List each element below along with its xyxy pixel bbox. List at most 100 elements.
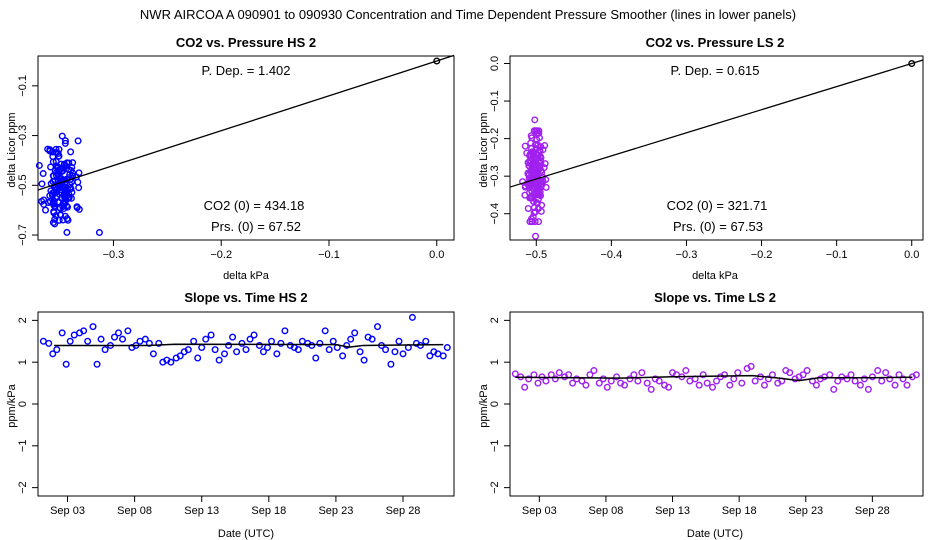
y-tick-label: −2 xyxy=(489,481,501,494)
y-tick-label: 1 xyxy=(489,359,501,365)
data-point xyxy=(536,147,544,155)
data-point xyxy=(52,212,60,220)
data-point xyxy=(61,137,69,145)
x-tick-label: −0.1 xyxy=(318,249,340,261)
data-point xyxy=(886,375,894,383)
data-point xyxy=(443,344,451,352)
data-point xyxy=(308,341,316,349)
data-point xyxy=(524,169,532,177)
data-point xyxy=(726,381,734,389)
data-point xyxy=(75,184,83,192)
data-point xyxy=(391,348,399,356)
data-point xyxy=(250,331,258,339)
data-point xyxy=(523,149,531,157)
x-tick-label: Sep 13 xyxy=(655,505,690,517)
data-point xyxy=(52,189,60,197)
data-point xyxy=(55,152,63,160)
data-point xyxy=(541,160,549,168)
data-point xyxy=(229,333,237,341)
prs-zero-annotation: Prs. (0) = 67.52 xyxy=(211,219,301,234)
data-point xyxy=(682,367,690,375)
y-tick-label: 1 xyxy=(17,359,29,365)
data-point xyxy=(176,352,184,360)
data-point xyxy=(75,205,83,213)
y-axis-label: ppm/kPa xyxy=(478,383,490,427)
data-point xyxy=(84,337,92,345)
x-axis-label: delta kPa xyxy=(223,270,270,282)
data-point xyxy=(356,348,364,356)
origin-point xyxy=(908,60,916,68)
data-point xyxy=(799,371,807,379)
y-tick-label: 2 xyxy=(17,317,29,323)
data-point xyxy=(541,141,549,149)
y-tick-label: −0.3 xyxy=(489,165,501,187)
data-point xyxy=(534,379,542,387)
x-tick-label: 0.0 xyxy=(904,249,919,261)
data-point xyxy=(747,362,755,370)
data-point xyxy=(511,370,519,378)
data-point xyxy=(530,198,538,206)
panel-hs-slope: Slope vs. Time HS 2 Date (UTC) ppm/kPa S… xyxy=(6,290,455,540)
data-point xyxy=(534,205,542,213)
data-point xyxy=(903,381,911,389)
data-point xyxy=(738,379,746,387)
data-point xyxy=(267,337,275,345)
data-point xyxy=(843,375,851,383)
data-point xyxy=(321,327,329,335)
data-point xyxy=(277,339,285,347)
data-point xyxy=(59,203,67,211)
co2-zero-annotation: CO2 (0) = 321.71 xyxy=(667,198,768,213)
data-point xyxy=(155,339,163,347)
y-tick-label: −0.4 xyxy=(489,203,501,225)
data-point xyxy=(899,375,907,383)
data-point xyxy=(66,337,74,345)
x-tick-label: −0.3 xyxy=(103,249,125,261)
data-point xyxy=(426,352,434,360)
panel-ls-slope: Slope vs. Time LS 2 Date (UTC) ppm/kPa S… xyxy=(478,290,924,540)
x-tick-label: 0.0 xyxy=(429,249,444,261)
y-tick-label: −0.1 xyxy=(489,90,501,112)
data-point xyxy=(52,171,60,179)
data-point xyxy=(38,180,46,188)
data-point xyxy=(51,215,59,223)
panel-ls-pressure: CO2 vs. Pressure LS 2 delta kPa delta Li… xyxy=(478,35,924,282)
data-point xyxy=(65,193,73,201)
data-point xyxy=(599,375,607,383)
data-point xyxy=(874,367,882,375)
data-point xyxy=(53,346,61,354)
data-point xyxy=(59,184,67,192)
x-tick-label: −0.5 xyxy=(525,249,547,261)
fit-line xyxy=(509,59,924,188)
data-point xyxy=(58,329,66,337)
prs-zero-annotation: Prs. (0) = 67.53 xyxy=(673,219,763,234)
data-point xyxy=(590,367,598,375)
x-tick-label: Sep 28 xyxy=(855,505,890,517)
x-axis-label: delta kPa xyxy=(692,270,739,282)
data-point xyxy=(141,335,149,343)
data-point xyxy=(868,373,876,381)
data-point xyxy=(524,205,532,213)
data-point xyxy=(665,383,673,391)
data-point xyxy=(856,381,864,389)
x-tick-label: Sep 23 xyxy=(788,505,823,517)
data-point xyxy=(864,385,872,393)
data-point xyxy=(56,211,64,219)
y-tick-label: −2 xyxy=(17,481,29,494)
data-point xyxy=(149,350,157,358)
data-point xyxy=(45,339,53,347)
data-point xyxy=(408,313,416,321)
plot-frame xyxy=(37,55,455,241)
panel-hs-pressure: CO2 vs. Pressure HS 2 delta kPa delta Li… xyxy=(6,35,455,282)
y-tick-label: 0 xyxy=(17,401,29,407)
data-point xyxy=(603,383,611,391)
data-point xyxy=(184,346,192,354)
panel-title: CO2 vs. Pressure HS 2 xyxy=(176,35,316,50)
data-point xyxy=(50,197,58,205)
fit-line xyxy=(37,54,455,191)
data-point xyxy=(529,150,537,158)
data-point xyxy=(851,377,859,385)
data-point xyxy=(63,228,71,236)
data-point xyxy=(194,354,202,362)
x-tick-label: Sep 18 xyxy=(722,505,757,517)
data-point xyxy=(534,141,542,149)
